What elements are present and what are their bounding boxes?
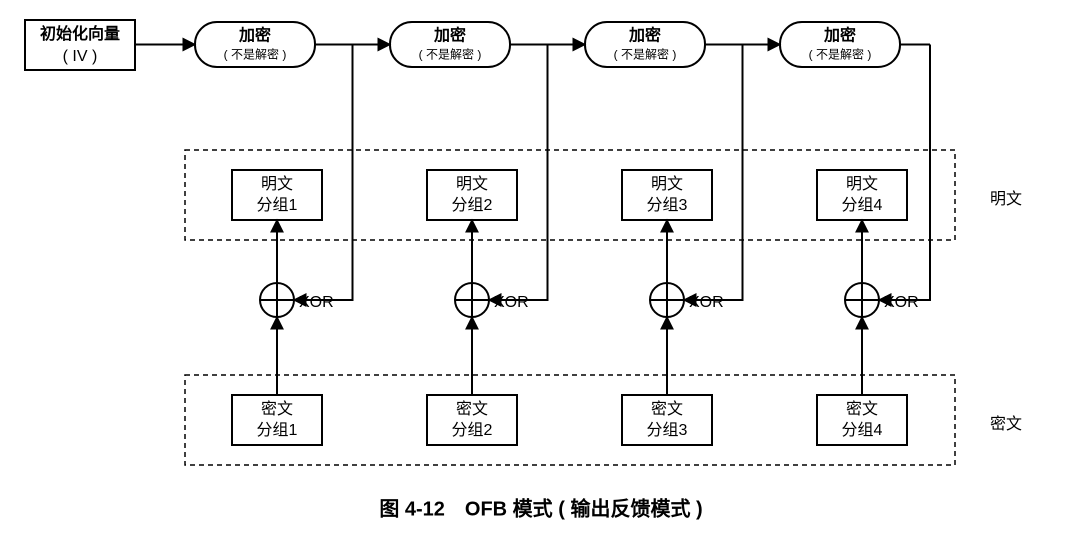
- plaintext-label-bottom-2: 分组2: [452, 196, 493, 214]
- encrypt-label-top-1: 加密: [238, 26, 271, 45]
- plaintext-label-bottom-4: 分组4: [842, 196, 883, 214]
- ciphertext-label-bottom-1: 分组1: [257, 421, 298, 439]
- encrypt-label-bottom-3: ( 不是解密 ): [614, 47, 677, 62]
- encrypt-label-top-2: 加密: [433, 26, 466, 45]
- ciphertext-label-bottom-2: 分组2: [452, 421, 493, 439]
- encrypt-label-bottom-1: ( 不是解密 ): [224, 47, 287, 62]
- figure-caption: 图 4-12 OFB 模式 ( 输出反馈模式 ): [379, 496, 702, 520]
- plaintext-label-top-3: 明文: [651, 175, 683, 193]
- iv-label-1: 初始化向量: [40, 24, 120, 43]
- plaintext-label-top-1: 明文: [261, 175, 293, 193]
- plaintext-label-bottom-3: 分组3: [647, 196, 688, 214]
- plaintext-label-top-2: 明文: [456, 175, 488, 193]
- xor-label-4: XOR: [884, 294, 919, 311]
- ciphertext-label-bottom-3: 分组3: [647, 421, 688, 439]
- plaintext-group-label: 明文: [990, 190, 1022, 208]
- encrypt-label-bottom-4: ( 不是解密 ): [809, 47, 872, 62]
- ciphertext-label-top-2: 密文: [456, 400, 488, 418]
- ciphertext-group-label: 密文: [990, 415, 1022, 433]
- ciphertext-label-top-1: 密文: [261, 400, 293, 418]
- xor-label-3: XOR: [689, 294, 724, 311]
- xor-label-2: XOR: [494, 294, 529, 311]
- ciphertext-label-top-4: 密文: [846, 400, 878, 418]
- xor-label-1: XOR: [299, 294, 334, 311]
- ciphertext-label-top-3: 密文: [651, 400, 683, 418]
- encrypt-label-bottom-2: ( 不是解密 ): [419, 47, 482, 62]
- encrypt-label-top-4: 加密: [823, 26, 856, 45]
- iv-label-2: ( IV ): [63, 48, 98, 65]
- encrypt-label-top-3: 加密: [628, 26, 661, 45]
- ciphertext-label-bottom-4: 分组4: [842, 421, 883, 439]
- plaintext-label-top-4: 明文: [846, 175, 878, 193]
- plaintext-label-bottom-1: 分组1: [257, 196, 298, 214]
